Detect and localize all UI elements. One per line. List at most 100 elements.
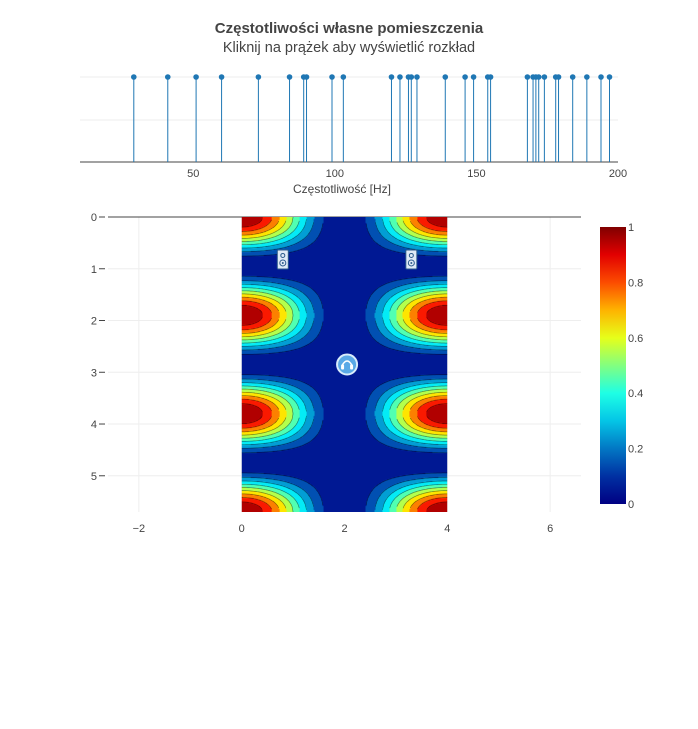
chart-title: Częstotliwości własne pomieszczenia <box>214 20 484 37</box>
listener-icon[interactable] <box>336 353 359 376</box>
contour-line <box>241 403 448 412</box>
heatmap-y-tick-label: 3 <box>91 367 97 379</box>
frequency-stem[interactable] <box>300 74 307 162</box>
frequency-stem[interactable] <box>131 74 137 162</box>
frequency-stem[interactable] <box>442 74 449 162</box>
frequency-stem[interactable] <box>414 74 420 162</box>
frequency-stem[interactable] <box>397 74 403 162</box>
frequency-stem[interactable] <box>388 74 395 162</box>
speaker-icon[interactable] <box>405 249 418 270</box>
colorbar-tick-label: 1 <box>628 222 634 234</box>
frequency-stem[interactable] <box>541 74 548 162</box>
frequency-stem[interactable] <box>606 74 613 162</box>
heatmap-x-tick-label: 6 <box>547 523 553 535</box>
contour-line <box>241 416 448 429</box>
stem-point[interactable] <box>555 74 562 80</box>
frequency-stem[interactable] <box>470 74 477 162</box>
frequency-stem[interactable] <box>598 74 604 162</box>
stem-point[interactable] <box>442 74 449 80</box>
contour-line <box>241 280 448 310</box>
stem-point[interactable] <box>462 74 468 80</box>
heatmap-axis-ticks: −2 0 2 4 6 0 1 2 3 4 5 <box>91 212 553 535</box>
contour-line <box>241 490 448 509</box>
frequency-stem[interactable] <box>462 74 468 162</box>
stem-point[interactable] <box>584 74 590 80</box>
frequency-stem[interactable] <box>552 74 559 162</box>
frequency-stem[interactable] <box>303 74 310 162</box>
stem-point[interactable] <box>598 74 604 80</box>
frequency-stem[interactable] <box>555 74 562 162</box>
contour-line <box>241 275 448 309</box>
frequency-stem[interactable] <box>487 74 494 162</box>
frequency-stem[interactable] <box>218 74 225 162</box>
contour-line <box>241 317 448 331</box>
stem-point[interactable] <box>329 74 335 80</box>
contour-line <box>241 221 448 236</box>
frequency-stem[interactable] <box>340 74 347 162</box>
stem-point[interactable] <box>340 74 347 80</box>
contour-line <box>241 319 448 334</box>
contour-line <box>241 420 448 454</box>
contour-line <box>241 317 448 326</box>
stem-point[interactable] <box>388 74 395 80</box>
stem-point[interactable] <box>606 74 613 80</box>
stem-x-ticks: 50 100 150 200 <box>187 168 627 180</box>
stem-point[interactable] <box>131 74 137 80</box>
frequency-stem[interactable] <box>164 74 171 162</box>
contour-line <box>241 287 448 312</box>
frequency-stem[interactable] <box>569 74 576 162</box>
stem-point[interactable] <box>470 74 477 80</box>
frequency-stem[interactable] <box>524 74 531 162</box>
contour-line <box>241 395 448 410</box>
stem-x-tick-label: 200 <box>609 168 627 180</box>
contour-line <box>241 483 448 509</box>
stem-point[interactable] <box>535 74 542 80</box>
stem-point[interactable] <box>541 74 548 80</box>
stem-point[interactable] <box>255 74 262 80</box>
contour-line <box>241 296 448 312</box>
stem-point[interactable] <box>569 74 576 80</box>
mode-heatmap-plot[interactable]: −2 0 2 4 6 0 1 2 3 4 5 <box>91 212 581 535</box>
frequency-stem-plot[interactable]: 50 100 150 200 Częstotliwość [Hz] <box>80 74 627 196</box>
stem-point[interactable] <box>193 74 199 80</box>
contour-line <box>241 283 448 314</box>
frequency-stem[interactable] <box>286 74 293 162</box>
frequency-stem[interactable] <box>535 74 542 162</box>
stem-point[interactable] <box>303 74 310 80</box>
speaker-icon[interactable] <box>276 249 289 270</box>
colorbar-tick-label: 0.4 <box>628 388 643 400</box>
stem-point[interactable] <box>487 74 494 80</box>
stem-point[interactable] <box>218 74 225 80</box>
stem-marks[interactable] <box>131 74 613 162</box>
stem-point[interactable] <box>397 74 403 80</box>
colorbar-ticks: 0 0.2 0.4 0.6 0.8 1 <box>628 222 643 511</box>
contour-line <box>241 219 448 228</box>
contour-line <box>241 472 448 506</box>
frequency-stem[interactable] <box>530 74 536 162</box>
frequency-stem[interactable] <box>193 74 199 162</box>
frequency-stem[interactable] <box>533 74 539 162</box>
frequency-stem[interactable] <box>484 74 491 162</box>
frequency-stem[interactable] <box>255 74 262 162</box>
contour-line <box>241 290 448 316</box>
stem-point[interactable] <box>524 74 531 80</box>
contour-line <box>241 315 448 341</box>
frequency-stem[interactable] <box>329 74 335 162</box>
frequency-stem[interactable] <box>408 74 415 162</box>
contour-line <box>241 220 448 239</box>
stem-gridlines <box>80 76 618 163</box>
stem-point[interactable] <box>408 74 415 80</box>
contour-line <box>241 293 448 312</box>
colorbar-tick-label: 0.6 <box>628 333 643 345</box>
colorbar-tick-label: 0.8 <box>628 277 643 289</box>
contour-line <box>241 219 448 249</box>
frequency-stem[interactable] <box>584 74 590 162</box>
contour-line <box>241 374 448 407</box>
frequency-stem[interactable] <box>405 74 412 162</box>
heatmap-markers[interactable] <box>276 249 418 376</box>
contour-line <box>241 304 448 314</box>
stem-point[interactable] <box>414 74 420 80</box>
stem-point[interactable] <box>286 74 293 80</box>
colorbar: 0 0.2 0.4 0.6 0.8 1 <box>600 222 643 511</box>
stem-point[interactable] <box>164 74 171 80</box>
